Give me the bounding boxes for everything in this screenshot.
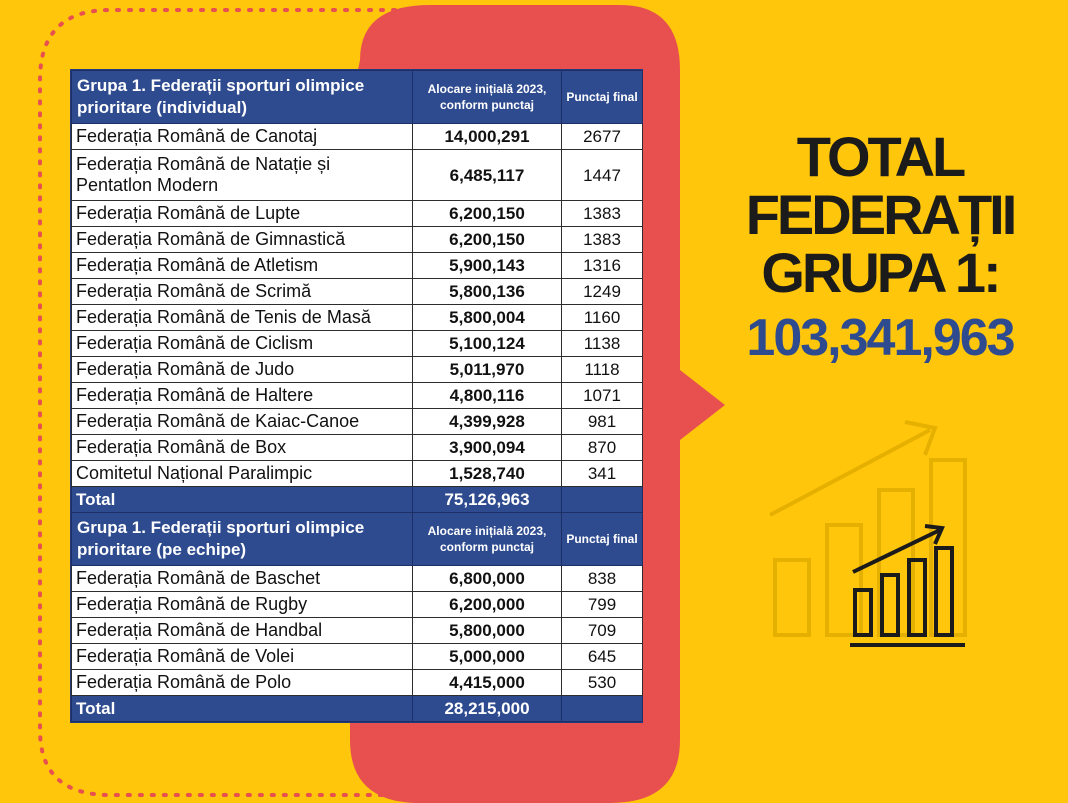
total-row: Total 75,126,963 xyxy=(71,486,643,513)
table-row: Federația Română de Ciclism 5,100,124 1138 xyxy=(71,330,643,357)
allocation-value: 5,900,143 xyxy=(412,252,562,279)
table-row: Federația Română de Tenis de Masă 5,800,0… xyxy=(71,304,643,331)
allocation-value: 6,200,000 xyxy=(412,591,562,618)
points-value: 981 xyxy=(561,408,643,435)
allocation-value: 5,800,004 xyxy=(412,304,562,331)
points-value: 530 xyxy=(561,669,643,696)
points-value: 709 xyxy=(561,617,643,644)
summary-line-2: FEDERAȚII xyxy=(745,183,1018,246)
table-row: Federația Română de Haltere 4,800,116 1071 xyxy=(71,382,643,409)
table-row: Federația Română de Kaiac-Canoe 4,399,928… xyxy=(71,408,643,435)
federation-name: Federația Română de Scrimă xyxy=(71,278,413,305)
table-row: Federația Română de Gimnastică 6,200,150 1… xyxy=(71,226,643,253)
total-label: Total xyxy=(71,486,413,513)
table-row: Federația Română de Atletism 5,900,143 131… xyxy=(71,252,643,279)
total-label: Total xyxy=(71,695,413,722)
points-value: 1383 xyxy=(561,200,643,227)
table-row: Federația Română de Rugby 6,200,000 799 xyxy=(71,591,643,618)
federation-name: Federația Română de Box xyxy=(71,434,413,461)
federation-name: Federația Română de Natație și Pentatlon… xyxy=(71,149,413,201)
column-header-allocation: Alocare inițială 2023, conform punctaj xyxy=(412,70,562,124)
allocation-value: 5,100,124 xyxy=(412,330,562,357)
total-row: Total 28,215,000 xyxy=(71,695,643,722)
table-row: Federația Română de Baschet 6,800,000 838 xyxy=(71,565,643,592)
total-allocation: 28,215,000 xyxy=(412,695,562,722)
table-row: Federația Română de Handbal 5,800,000 709 xyxy=(71,617,643,644)
total-points-empty xyxy=(561,695,643,722)
summary-line-1: TOTAL xyxy=(796,125,966,188)
group-title: Grupa 1. Federații sporturi olimpice pri… xyxy=(71,70,413,124)
points-value: 1071 xyxy=(561,382,643,409)
table-row: Federația Română de Canotaj 14,000,291 267… xyxy=(71,123,643,150)
federation-name: Federația Română de Haltere xyxy=(71,382,413,409)
points-value: 799 xyxy=(561,591,643,618)
allocation-value: 5,011,970 xyxy=(412,356,562,383)
summary-total-value: 103,341,963 xyxy=(746,309,1015,367)
table-header-row: Grupa 1. Federații sporturi olimpice pri… xyxy=(71,512,643,566)
federation-name: Federația Română de Volei xyxy=(71,643,413,670)
dotted-frame-line xyxy=(38,8,397,797)
federation-name: Federația Română de Lupte xyxy=(71,200,413,227)
allocation-value: 5,000,000 xyxy=(412,643,562,670)
total-allocation: 75,126,963 xyxy=(412,486,562,513)
summary-title: TOTAL FEDERAȚII GRUPA 1: xyxy=(700,128,1060,302)
points-value: 838 xyxy=(561,565,643,592)
summary-line-3: GRUPA 1: xyxy=(761,241,1001,304)
points-value: 1138 xyxy=(561,330,643,357)
table-row: Federația Română de Judo 5,011,970 1118 xyxy=(71,356,643,383)
federation-name: Federația Română de Handbal xyxy=(71,617,413,644)
federation-name: Federația Română de Kaiac-Canoe xyxy=(71,408,413,435)
allocation-table: Grupa 1. Federații sporturi olimpice pri… xyxy=(70,69,643,723)
total-points-empty xyxy=(561,486,643,513)
federation-name: Federația Română de Atletism xyxy=(71,252,413,279)
allocation-value: 6,485,117 xyxy=(412,149,562,201)
table-row: Federația Română de Scrimă 5,800,136 1249 xyxy=(71,278,643,305)
group-title: Grupa 1. Federații sporturi olimpice pri… xyxy=(71,512,413,566)
federation-name: Federația Română de Baschet xyxy=(71,565,413,592)
points-value: 1160 xyxy=(561,304,643,331)
allocation-value: 4,399,928 xyxy=(412,408,562,435)
points-value: 341 xyxy=(561,460,643,487)
points-value: 1383 xyxy=(561,226,643,253)
allocation-value: 4,415,000 xyxy=(412,669,562,696)
points-value: 870 xyxy=(561,434,643,461)
table-row: Federația Română de Box 3,900,094 870 xyxy=(71,434,643,461)
federation-name: Federația Română de Rugby xyxy=(71,591,413,618)
column-header-points: Punctaj final xyxy=(561,70,643,124)
table-header-row: Grupa 1. Federații sporturi olimpice pri… xyxy=(71,70,643,124)
table-row: Federația Română de Natație și Pentatlon… xyxy=(71,149,643,201)
federation-name: Federația Română de Ciclism xyxy=(71,330,413,357)
allocation-value: 6,800,000 xyxy=(412,565,562,592)
table-row: Federația Română de Polo 4,415,000 530 xyxy=(71,669,643,696)
column-header-allocation: Alocare inițială 2023, conform punctaj xyxy=(412,512,562,566)
allocation-value: 6,200,150 xyxy=(412,226,562,253)
points-value: 1118 xyxy=(561,356,643,383)
allocation-value: 5,800,136 xyxy=(412,278,562,305)
federation-name: Federația Română de Judo xyxy=(71,356,413,383)
points-value: 1316 xyxy=(561,252,643,279)
federation-name: Federația Română de Polo xyxy=(71,669,413,696)
allocation-value: 1,528,740 xyxy=(412,460,562,487)
points-value: 645 xyxy=(561,643,643,670)
federation-name: Comitetul Național Paralimpic xyxy=(71,460,413,487)
allocation-value: 4,800,116 xyxy=(412,382,562,409)
allocation-value: 14,000,291 xyxy=(412,123,562,150)
points-value: 1249 xyxy=(561,278,643,305)
bar-chart-growth-icon xyxy=(769,420,967,647)
column-header-points: Punctaj final xyxy=(561,512,643,566)
federation-name: Federația Română de Canotaj xyxy=(71,123,413,150)
table-row: Comitetul Național Paralimpic 1,528,740 34… xyxy=(71,460,643,487)
table-row: Federația Română de Lupte 6,200,150 1383 xyxy=(71,200,643,227)
allocation-value: 5,800,000 xyxy=(412,617,562,644)
allocation-value: 3,900,094 xyxy=(412,434,562,461)
federation-name: Federația Română de Gimnastică xyxy=(71,226,413,253)
table-row: Federația Română de Volei 5,000,000 645 xyxy=(71,643,643,670)
allocation-value: 6,200,150 xyxy=(412,200,562,227)
points-value: 2677 xyxy=(561,123,643,150)
federation-name: Federația Română de Tenis de Masă xyxy=(71,304,413,331)
points-value: 1447 xyxy=(561,149,643,201)
